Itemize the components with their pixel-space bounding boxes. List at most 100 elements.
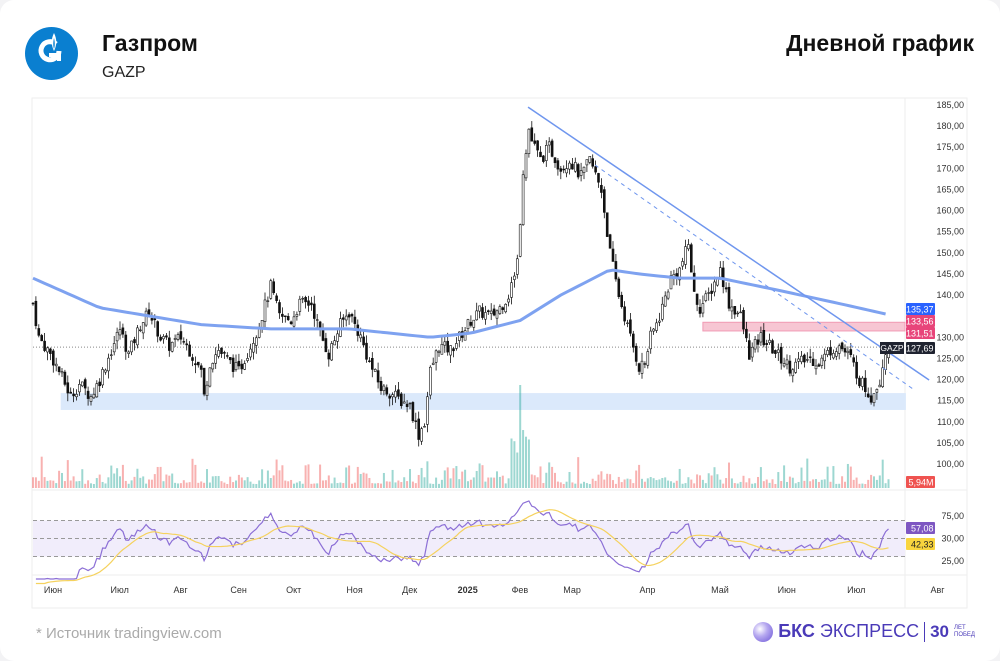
candle-body — [724, 287, 728, 290]
volume-bar — [649, 477, 652, 488]
candle-body — [600, 184, 603, 193]
candle-body — [803, 354, 806, 363]
candle-body — [568, 162, 571, 170]
candle-body — [426, 396, 429, 425]
candle-body — [565, 168, 568, 174]
candle-body — [872, 393, 876, 404]
volume-bar — [597, 474, 600, 488]
candle-body — [72, 393, 75, 397]
volume-bar — [258, 480, 261, 488]
volume-bar — [446, 467, 449, 488]
candle-body — [434, 350, 438, 363]
volume-bar — [652, 478, 655, 488]
candle-body — [608, 234, 612, 249]
candle-body — [269, 280, 273, 299]
volume-bar — [223, 482, 226, 488]
candle-body — [515, 258, 519, 275]
volume-bar — [420, 467, 423, 488]
volume-bar — [571, 482, 574, 488]
candle-body — [159, 336, 162, 341]
candle-body — [214, 354, 217, 364]
volume-bar — [467, 481, 469, 488]
candle-body — [660, 303, 664, 320]
volume-bar — [324, 480, 327, 488]
candle-body — [852, 357, 856, 363]
candle-body — [579, 170, 583, 176]
candle-body — [301, 298, 305, 300]
volume-bar — [687, 477, 690, 488]
volume-bar — [46, 480, 49, 488]
candle-body — [249, 348, 252, 358]
brand-bold: БКС — [778, 621, 815, 641]
volume-bar — [272, 475, 275, 488]
volume-bar — [182, 480, 185, 488]
volume-bar — [632, 483, 635, 488]
volume-bar — [266, 470, 269, 488]
candle-body — [411, 402, 415, 422]
candle-body — [576, 164, 580, 178]
candle-body — [179, 331, 183, 340]
x-tick-label: 2025 — [458, 585, 478, 595]
volume-bar — [211, 476, 214, 488]
volume-bar — [75, 481, 78, 488]
candle-body — [376, 370, 380, 383]
candle-body — [57, 366, 61, 373]
volume-bar — [403, 477, 406, 488]
volume-bar — [635, 470, 638, 488]
candle-body — [771, 340, 774, 354]
volume-bar — [559, 482, 562, 488]
candle-body — [742, 309, 745, 330]
candle-body — [768, 339, 771, 343]
volume-bar — [600, 471, 603, 488]
candle-body — [730, 306, 734, 312]
candle-body — [779, 346, 783, 364]
price-chart[interactable]: 185,00 180,00 175,00 170,00 165,00 160,00 155,… — [0, 0, 1000, 610]
volume-bar — [591, 478, 594, 488]
candle-body — [455, 343, 458, 349]
volume-bar — [493, 477, 496, 488]
candle-body — [475, 310, 479, 321]
candle-body — [127, 351, 130, 354]
candle-body — [298, 298, 302, 312]
volume-bar — [464, 469, 467, 488]
volume-bar — [348, 465, 351, 488]
candle-body — [797, 358, 800, 362]
volume-bar — [696, 474, 699, 488]
candle-body — [449, 345, 452, 356]
rsi-ma-last-label: 42,33 — [911, 540, 934, 550]
candle-body — [588, 156, 592, 163]
volume-bar — [295, 482, 298, 488]
candle-body — [394, 390, 397, 398]
volume-bar — [229, 476, 232, 488]
candle-body — [83, 379, 87, 389]
volume-bar — [171, 473, 174, 488]
volume-bar — [585, 483, 588, 488]
zone-high-label-bg — [906, 315, 935, 327]
candle-body — [553, 157, 557, 164]
volume-bar — [52, 480, 55, 488]
candle-body — [347, 314, 351, 318]
volume-bar — [783, 465, 786, 488]
candle-body — [255, 337, 258, 346]
candle-body — [278, 302, 281, 314]
volume-bar — [333, 477, 336, 488]
symbol-tag-bg — [880, 342, 904, 354]
volume-bar — [664, 477, 667, 488]
candle-body — [878, 384, 882, 388]
candle-body — [785, 359, 789, 365]
candle-body — [69, 391, 72, 394]
candle-body — [194, 363, 197, 366]
candle-body — [170, 341, 174, 352]
volume-bar — [368, 477, 371, 488]
candle-body — [327, 352, 331, 360]
volume-bar — [327, 475, 330, 488]
brand-light: ЭКСПРЕСС — [819, 621, 920, 641]
candle-body — [388, 395, 392, 399]
gazprom-logo — [25, 27, 78, 80]
x-tick-label: Ноя — [346, 585, 363, 595]
candle-body — [188, 344, 191, 357]
volume-bar — [411, 481, 414, 488]
volume-bar — [548, 462, 551, 488]
volume-bar — [353, 482, 356, 488]
volume-bar — [43, 477, 46, 488]
